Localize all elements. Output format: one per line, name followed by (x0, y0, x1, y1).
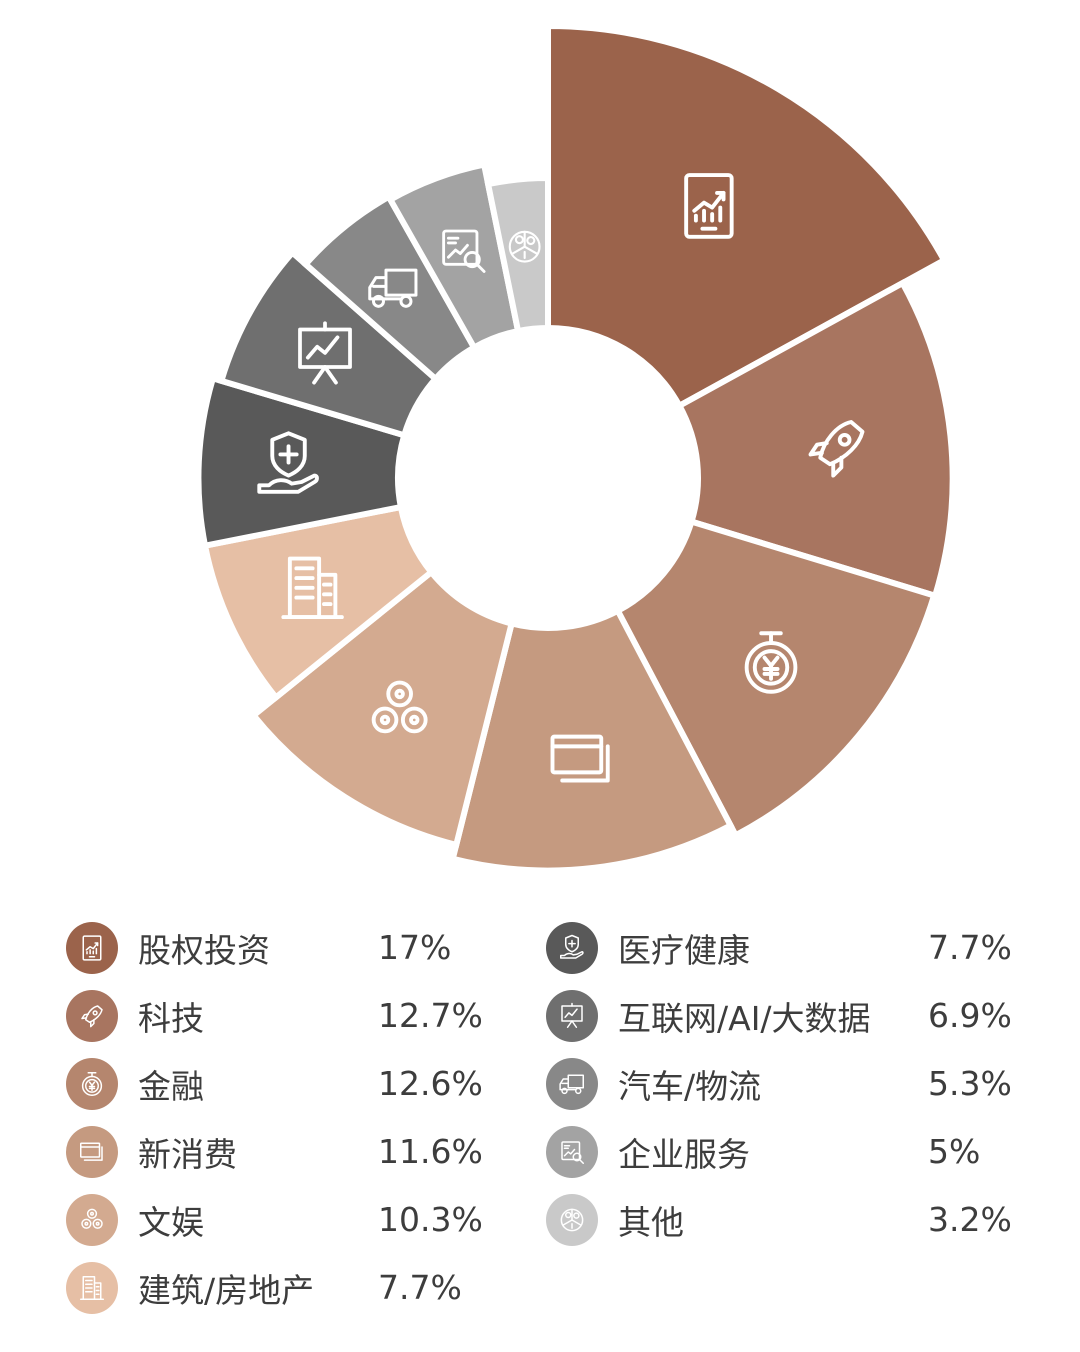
credit-card-icon (80, 1142, 103, 1161)
legend-label: 医疗健康 (618, 931, 750, 970)
credit-card-icon (550, 734, 610, 783)
pie-coins-icon (560, 1208, 584, 1232)
legend-value: 5% (928, 1132, 981, 1171)
legend-swatch (546, 1058, 598, 1110)
legend-item: 医疗健康 (546, 920, 750, 976)
presentation-board-icon (298, 321, 352, 385)
legend-value: 11.6% (378, 1132, 483, 1171)
legend-label: 新消费 (138, 1135, 237, 1174)
legend-swatch (66, 922, 118, 974)
legend-label: 互联网/AI/大数据 (618, 999, 871, 1038)
legend-label: 金融 (138, 1067, 204, 1106)
film-reels-icon (81, 1208, 103, 1229)
legend-swatch (66, 1262, 118, 1314)
legend-swatch (66, 1194, 118, 1246)
building-icon (281, 556, 344, 620)
legend-label: 科技 (138, 999, 204, 1038)
legend-label: 汽车/物流 (618, 1067, 762, 1106)
legend-swatch (66, 1126, 118, 1178)
legend-item: 文娱 (66, 1192, 204, 1248)
legend-swatch (546, 1194, 598, 1246)
legend-swatch (66, 990, 118, 1042)
pie-coins-icon (508, 230, 541, 263)
slice-8 (301, 192, 479, 384)
legend-swatch (546, 922, 598, 974)
legend-value: 7.7% (928, 928, 1012, 967)
tablet-chart-icon (82, 935, 102, 961)
legend-value: 17% (378, 928, 452, 967)
film-reels-icon (371, 680, 428, 734)
report-search-icon (561, 1141, 584, 1164)
legend-item: 金融 (66, 1056, 204, 1112)
truck-icon (559, 1074, 584, 1095)
legend-swatch (546, 1126, 598, 1178)
legend-label: 文娱 (138, 1203, 204, 1242)
yen-coin-icon (81, 1072, 103, 1096)
donut-chart (198, 22, 956, 874)
legend-value: 7.7% (378, 1268, 462, 1307)
slice-0 (545, 22, 949, 410)
legend-item: 汽车/物流 (546, 1056, 761, 1112)
legend-item: 建筑/房地产 (66, 1260, 314, 1316)
rocket-icon (808, 420, 865, 478)
legend-value: 3.2% (928, 1200, 1012, 1239)
legend-item: 股权投资 (66, 920, 270, 976)
legend: 股权投资 17% 科技 12.7% 金融 12.6% 新消费 11.6% 文娱 10.3% 建筑/房… (0, 890, 1080, 1340)
slice-1 (675, 278, 956, 600)
legend-label: 企业服务 (618, 1135, 750, 1174)
legend-item: 新消费 (66, 1124, 237, 1180)
legend-label: 股权投资 (138, 931, 270, 970)
slice-9 (386, 161, 522, 352)
legend-item: 互联网/AI/大数据 (546, 988, 871, 1044)
rocket-icon (81, 1005, 103, 1028)
slice-3 (449, 606, 735, 874)
health-shield-hand-icon (560, 934, 584, 959)
slice-10 (484, 174, 551, 335)
truck-icon (368, 268, 418, 308)
presentation-board-icon (561, 1002, 583, 1028)
legend-swatch (66, 1058, 118, 1110)
legend-item: 企业服务 (546, 1124, 750, 1180)
legend-value: 5.3% (928, 1064, 1012, 1103)
legend-item: 科技 (66, 988, 204, 1044)
legend-value: 12.7% (378, 996, 483, 1035)
legend-value: 10.3% (378, 1200, 483, 1239)
tablet-chart-icon (684, 173, 734, 239)
health-shield-hand-icon (257, 431, 319, 494)
slice-7 (217, 248, 440, 439)
legend-label: 建筑/房地产 (138, 1271, 315, 1310)
yen-coin-icon (744, 631, 798, 694)
legend-value: 6.9% (928, 996, 1012, 1035)
building-icon (80, 1276, 104, 1300)
legend-label: 其他 (618, 1203, 684, 1242)
legend-value: 12.6% (378, 1064, 483, 1103)
report-search-icon (442, 229, 486, 273)
legend-item: 其他 (546, 1192, 684, 1248)
legend-swatch (546, 990, 598, 1042)
